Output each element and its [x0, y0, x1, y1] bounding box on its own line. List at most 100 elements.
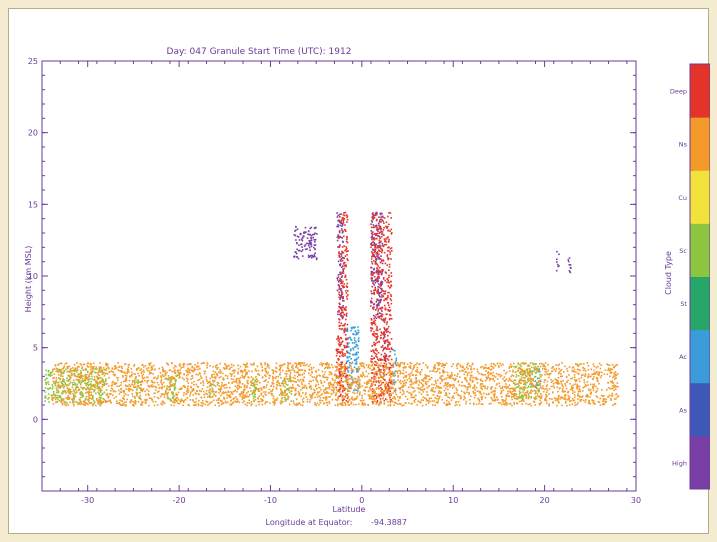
data-point: [337, 234, 339, 236]
data-point: [612, 382, 614, 384]
data-point: [340, 220, 342, 223]
data-point: [380, 402, 382, 405]
data-point: [576, 388, 579, 390]
data-point: [302, 232, 305, 234]
data-point: [381, 310, 383, 312]
data-point: [587, 384, 589, 386]
data-point: [245, 364, 247, 366]
data-point: [279, 401, 282, 404]
data-point: [51, 384, 54, 386]
data-point: [483, 366, 486, 368]
data-point: [314, 238, 317, 241]
data-point: [390, 338, 393, 340]
data-point: [373, 368, 376, 370]
data-point: [295, 256, 298, 258]
data-point: [389, 404, 392, 407]
data-point: [386, 278, 388, 280]
data-point: [129, 388, 132, 390]
data-point: [380, 376, 383, 379]
data-point: [345, 338, 348, 341]
data-point: [441, 375, 444, 377]
data-point: [334, 379, 336, 382]
data-point: [228, 382, 230, 384]
data-point: [57, 369, 60, 371]
data-point: [56, 385, 59, 387]
data-point: [386, 358, 389, 360]
data-point: [336, 382, 339, 384]
data-point: [339, 386, 342, 389]
data-point: [614, 378, 616, 380]
data-point: [245, 371, 248, 374]
data-point: [225, 386, 228, 389]
data-point: [77, 373, 79, 376]
data-point: [60, 374, 62, 376]
data-point: [460, 385, 463, 387]
data-point: [341, 381, 343, 383]
data-point: [376, 370, 379, 373]
data-point: [390, 275, 393, 277]
data-point: [168, 378, 170, 380]
data-point: [342, 305, 344, 307]
data-point: [84, 378, 86, 381]
data-point: [45, 369, 47, 372]
data-point: [93, 375, 96, 378]
data-point: [372, 334, 375, 336]
data-point: [567, 260, 570, 263]
data-point: [599, 376, 602, 379]
data-point: [402, 369, 405, 372]
data-point: [398, 369, 400, 372]
data-point: [69, 392, 72, 394]
data-point: [59, 386, 62, 388]
data-point: [343, 344, 345, 347]
data-point: [598, 373, 600, 375]
data-point: [134, 403, 137, 405]
data-point: [379, 250, 381, 252]
data-point: [80, 364, 83, 366]
data-point: [210, 390, 212, 392]
data-point: [555, 368, 558, 370]
data-point: [370, 270, 373, 273]
data-point: [140, 403, 142, 406]
data-point: [249, 387, 251, 389]
data-point: [344, 404, 347, 407]
data-point: [612, 366, 615, 368]
data-point: [357, 329, 360, 332]
data-point: [391, 379, 393, 381]
data-point: [397, 376, 399, 378]
data-point: [544, 399, 546, 401]
data-point: [128, 383, 131, 386]
data-point: [523, 389, 526, 391]
data-point: [177, 391, 180, 394]
data-point: [72, 393, 74, 395]
data-point: [280, 398, 283, 400]
data-point: [117, 402, 120, 404]
data-point: [156, 378, 158, 380]
data-point: [482, 385, 484, 387]
data-point: [501, 387, 504, 389]
data-point: [355, 389, 358, 391]
data-point: [389, 212, 392, 214]
data-point: [377, 269, 380, 271]
data-point: [111, 368, 114, 370]
data-point: [343, 308, 345, 311]
data-point: [311, 393, 314, 396]
data-point: [377, 270, 379, 273]
data-point: [463, 373, 466, 376]
data-point: [377, 380, 380, 382]
data-point: [449, 374, 452, 377]
data-point: [351, 384, 353, 386]
data-point: [539, 395, 541, 398]
data-point: [146, 381, 148, 384]
data-point: [275, 376, 278, 378]
data-point: [274, 377, 277, 380]
data-point: [341, 395, 343, 397]
data-point: [340, 276, 343, 278]
data-point: [445, 393, 448, 396]
data-point: [607, 381, 609, 384]
data-point: [259, 382, 261, 384]
data-point: [350, 339, 353, 341]
data-point: [606, 363, 608, 365]
data-point: [341, 403, 344, 406]
data-point: [180, 400, 182, 402]
data-point: [354, 330, 357, 332]
